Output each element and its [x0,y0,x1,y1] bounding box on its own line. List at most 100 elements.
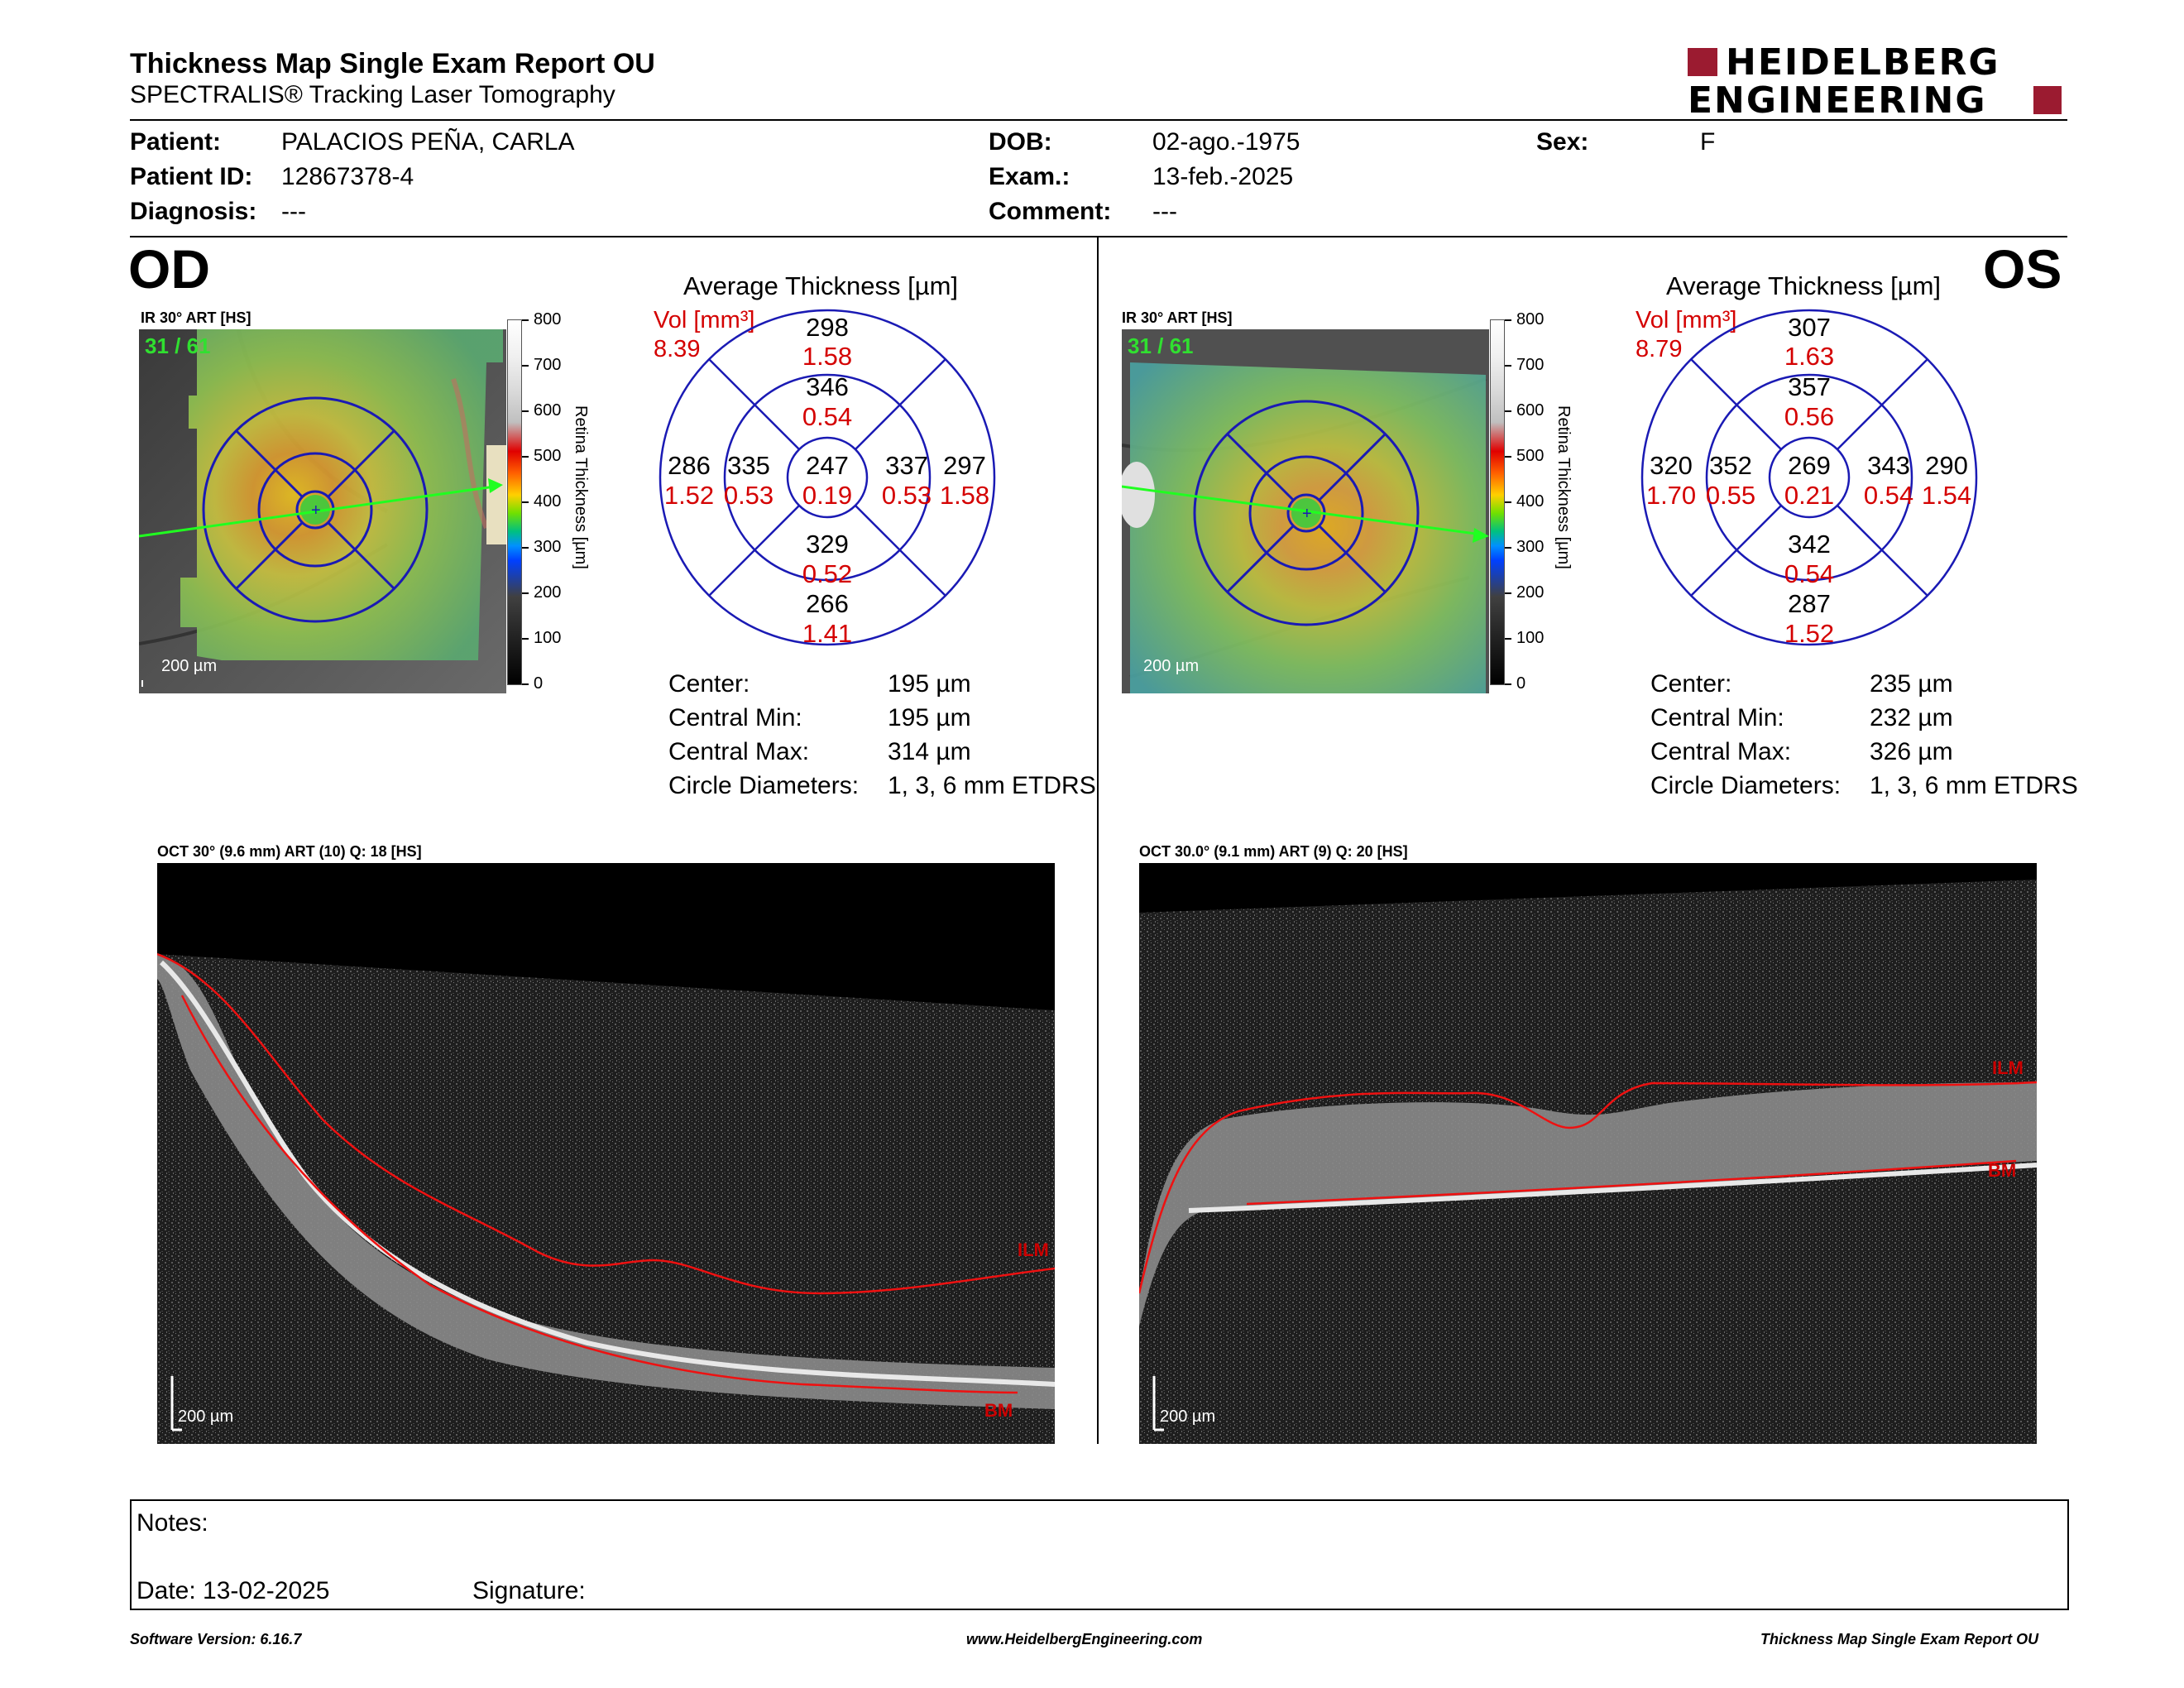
od-scale-label: 200 µm [161,657,218,675]
header-divider [130,119,2067,121]
od-outer-temporal-thickness: 286 [668,451,711,480]
dob-label: DOB: [989,128,1052,156]
os-vol-total: 8.79 [1636,336,1683,362]
os-outer-temporal-volume: 1.70 [1645,481,1697,510]
os-scale-label: 200 µm [1143,657,1200,675]
os-center-value: 235 µm [1870,670,1953,698]
svg-text:+: + [311,501,321,520]
od-oct-caption: OCT 30° (9.6 mm) ART (10) Q: 18 [HS] [157,843,422,860]
od-colorbar-tick-mark [522,365,529,367]
od-central-min-value: 195 µm [888,704,971,731]
od-inner-inferior-thickness: 329 [806,530,849,559]
od-outer-nasal-volume: 1.58 [939,481,990,510]
od-colorbar-tick-mark [522,638,529,640]
od-colorbar-tick-label: 400 [534,492,562,511]
os-central-max-value: 326 µm [1870,738,1953,765]
notes-box[interactable]: Notes: Date: 13-02-2025 Signature: [130,1499,2069,1610]
os-inner-superior-thickness: 357 [1788,372,1831,401]
od-oct-scale: 200 µm [178,1407,234,1426]
dob-value: 02-ago.-1975 [1152,128,1300,156]
os-inner-superior-volume: 0.56 [1784,402,1835,431]
os-outer-inferior-thickness: 287 [1788,589,1831,618]
notes-label: Notes: [136,1509,208,1537]
eye-label-od: OD [128,238,210,300]
od-central-max-value: 314 µm [888,738,971,765]
os-colorbar-tick-label: 300 [1516,538,1545,556]
os-fundus-image: + [1122,329,1489,693]
os-oct-caption: OCT 30.0° (9.1 mm) ART (9) Q: 20 [HS] [1139,843,1408,860]
os-colorbar-tick-label: 200 [1516,583,1545,602]
od-ilm-label: ILM [1018,1240,1049,1260]
footer-report-name: Thickness Map Single Exam Report OU [1760,1631,2039,1647]
patient-divider [130,236,2067,237]
os-inner-nasal-thickness: 343 [1867,451,1910,480]
diagnosis-label: Diagnosis: [130,198,257,225]
od-colorbar-tick-mark [522,547,529,549]
os-bm-label: BM [1988,1160,2017,1181]
od-central-min-label: Central Min: [668,704,802,731]
os-ir-caption: IR 30° ART [HS] [1122,309,1233,326]
svg-text:+: + [1302,505,1312,523]
os-oct-bscan [1139,863,2037,1444]
os-outer-superior-volume: 1.63 [1784,342,1835,371]
od-colorbar-tick-label: 300 [534,538,562,556]
eye-label-os: OS [1983,238,2062,300]
od-inner-nasal-volume: 0.53 [881,481,932,510]
exam-value: 13-feb.-2025 [1152,163,1294,190]
comment-value: --- [1152,198,1177,225]
od-frame-counter: 31 / 61 [145,333,211,358]
od-colorbar-tick-label: 200 [534,583,562,602]
os-central-min-label: Central Min: [1650,704,1784,731]
od-inner-temporal-thickness: 335 [727,451,770,480]
od-avg-title: Average Thickness [µm] [683,271,959,300]
os-inner-nasal-volume: 0.54 [1863,481,1914,510]
od-circle-diameters-label: Circle Diameters: [668,772,860,799]
os-etdrs-grid [1640,309,1978,646]
od-ir-caption: IR 30° ART [HS] [141,309,251,326]
od-vol-label: Vol [mm³] [654,307,755,333]
os-colorbar-tick-label: 800 [1516,310,1545,328]
od-center-volume: 0.19 [802,481,853,510]
notes-signature-label: Signature: [472,1577,586,1604]
os-outer-nasal-thickness: 290 [1925,451,1968,480]
os-colorbar-tick-label: 400 [1516,492,1545,511]
os-central-max-label: Central Max: [1650,738,1792,765]
od-colorbar-tick-label: 700 [534,356,562,374]
od-outer-nasal-thickness: 297 [943,451,986,480]
os-colorbar-label: Retina Thickness [µm] [1554,405,1573,569]
od-bm-label: BM [984,1400,1013,1421]
os-colorbar-tick-mark [1505,638,1511,640]
od-colorbar-tick-mark [522,592,529,594]
patient-label: Patient: [130,128,222,156]
os-colorbar-tick-mark [1505,547,1511,549]
od-inner-temporal-volume: 0.53 [723,481,774,510]
logo-line1: HEIDELBERG [1726,41,2000,84]
od-colorbar-tick-label: 500 [534,447,562,465]
od-fundus-image: + [139,329,506,693]
os-outer-superior-thickness: 307 [1788,313,1831,342]
logo-line2: ENGINEERING [1688,79,1987,122]
od-inner-superior-thickness: 346 [806,372,849,401]
od-colorbar-tick-mark [522,319,529,321]
os-inner-temporal-volume: 0.55 [1705,481,1756,510]
os-avg-title: Average Thickness [µm] [1666,271,1942,300]
od-vol-total: 8.39 [654,336,701,362]
footer-website[interactable]: www.HeidelbergEngineering.com [966,1631,1203,1647]
od-outer-temporal-volume: 1.52 [663,481,715,510]
patient-id-label: Patient ID: [130,163,253,190]
od-oct-bscan [157,863,1055,1444]
os-colorbar-tick-mark [1505,501,1511,503]
os-colorbar-tick-mark [1505,319,1511,321]
report-subtitle: SPECTRALIS® Tracking Laser Tomography [130,81,615,108]
od-colorbar-tick-label: 100 [534,629,562,647]
od-colorbar-tick-mark [522,456,529,458]
os-vol-label: Vol [mm³] [1636,307,1737,333]
os-inner-inferior-thickness: 342 [1788,530,1831,559]
od-center-value: 195 µm [888,670,971,698]
notes-date: Date: 13-02-2025 [136,1577,330,1604]
os-oct-scale: 200 µm [1160,1407,1216,1426]
eye-divider [1097,237,1099,1444]
os-colorbar-tick-label: 0 [1516,674,1526,693]
footer-software-version: Software Version: 6.16.7 [130,1631,302,1647]
os-colorbar-tick-mark [1505,365,1511,367]
